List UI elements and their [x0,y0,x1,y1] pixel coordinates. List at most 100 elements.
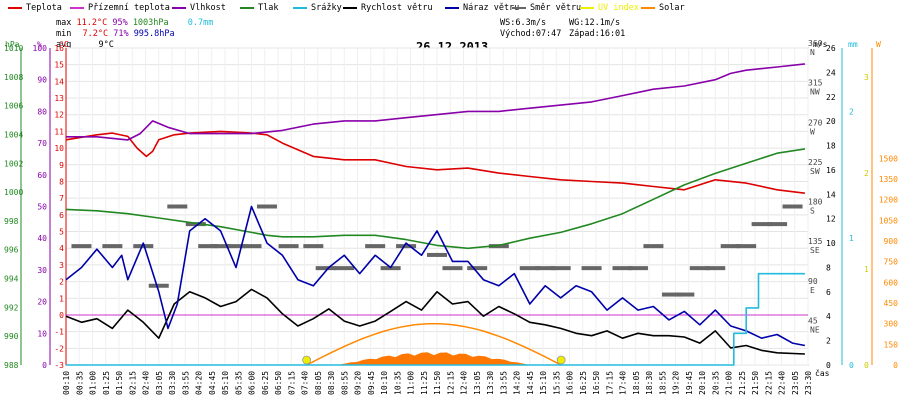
temperature-tick: 6 [59,211,64,220]
pressure-tick: 1002 [4,159,23,168]
legend-swatch [580,6,594,9]
solar-tick: 750 [884,258,899,267]
solar-tick: 1050 [879,216,898,225]
wind-speed-tick: 22 [826,93,836,102]
solar-tick: 300 [884,320,899,329]
legend-label: UV index [598,3,639,13]
stat-min-label: min [56,29,72,39]
stat-max-row: max 11.2°C 95% 1003hPa 0.7mm [56,18,213,28]
humidity-unit: % [37,40,42,49]
x-tick: 02:15 [128,371,137,395]
solar-tick: 450 [884,299,899,308]
x-tick: 23:30 [804,371,813,395]
solar-tick: 0 [893,361,898,370]
wind-direction-mark [736,244,757,249]
x-tick: 14:20 [513,371,522,395]
wind-direction-mark [720,244,741,249]
wind-direction-mark [627,266,648,271]
stat-max-label: max [56,18,72,28]
humidity-tick: 30 [37,266,47,275]
wind-direction-mark [148,283,169,288]
wind-direction-mark [467,266,488,271]
pressure-tick: 988 [4,361,19,370]
legend-swatch [343,6,357,9]
humidity-tick: 10 [37,329,47,338]
pressure-tick: 990 [4,332,19,341]
sunset-marker [556,355,566,365]
wind-speed-tick: 20 [826,117,836,126]
legend-item-10: Solar [641,3,685,13]
pressure-tick: 1006 [4,102,23,111]
x-tick: 20:10 [698,371,707,395]
x-tick: 08:30 [327,371,336,395]
wind-dir-name: E [810,286,815,295]
series-line-3 [65,148,806,250]
legend-item-6: Rychlost větru [343,3,433,13]
wind-dir-name: S [810,207,815,216]
stat-min-hum: 71% [113,29,129,39]
x-axis-label: čas [815,369,830,378]
legend-label: Teplota [26,3,62,13]
x-tick: 06:50 [274,371,283,395]
x-tick: 18:30 [645,371,654,395]
wind-direction-mark [782,204,803,209]
wind-direction-mark [581,266,602,271]
x-tick: 18:55 [658,371,667,395]
wind-speed-tick: 24 [826,68,836,77]
wind-speed-tick: 6 [826,288,831,297]
x-tick: 10:35 [393,371,402,395]
temperature-tick: 15 [54,61,64,70]
stat-wg: WG:12.1m/s [569,18,621,28]
wind-speed-tick: 16 [826,166,836,175]
uv-tick: 0 [864,361,869,370]
x-tick: 03:55 [181,371,190,395]
x-tick: 07:40 [301,371,310,395]
series-line-2 [66,63,805,141]
stat-avg-temp: 9°C [98,40,114,50]
legend-item-4: Tlak [240,3,278,13]
wind-speed-tick: 2 [826,337,831,346]
x-tick: 15:35 [552,371,561,395]
wind-dir-deg: 225 [808,158,823,167]
x-tick: 22:40 [778,371,787,395]
pressure-unit: hPa [5,40,20,49]
legend-swatch [293,6,307,9]
uv-tick: 3 [864,73,869,82]
x-tick: 08:55 [340,371,349,395]
legend-label: Přízemní teplota [88,3,170,13]
x-tick: 11:50 [433,371,442,395]
legend-label: Směr větru [530,3,582,13]
wind-direction-mark [71,244,92,249]
x-tick: 04:20 [195,371,204,395]
x-tick: 08:05 [314,371,323,395]
wind-dir-name: SW [810,167,820,176]
wind-dir-name: SE [810,246,820,255]
legend: Teplota Přízemní teplota Vlhkost Tlak Srážky… [0,3,900,17]
legend-item-2: Přízemní teplota [70,3,170,13]
wind-direction-mark [315,266,336,271]
x-tick: 06:25 [261,371,270,395]
stat-min-press: 995.8hPa [133,29,175,39]
wind-direction-mark [427,252,447,257]
uv-tick: 2 [864,169,869,178]
wind-direction-mark [198,244,219,249]
temperature-tick: 2 [59,278,64,287]
wind-dir-deg: 135 [808,237,823,246]
stat-ws: WS:6.3m/s [500,18,547,28]
legend-label: Vlhkost [190,3,226,13]
wind-dir-deg: 90 [808,277,818,286]
wind-direction-mark [167,204,188,209]
x-tick: 09:20 [354,371,363,395]
x-tick: 19:20 [672,371,681,395]
plot-frame [65,47,809,366]
x-tick: 20:35 [711,371,720,395]
legend-label: Srážky [311,3,342,13]
wind-speed-tick: 4 [826,312,831,321]
x-tick: 12:15 [446,371,455,395]
temperature-tick: 8 [59,177,64,186]
solar-fill [337,352,531,365]
wind-direction-mark [519,266,540,271]
wind-direction-mark [488,244,509,249]
legend-label: Tlak [258,3,279,13]
